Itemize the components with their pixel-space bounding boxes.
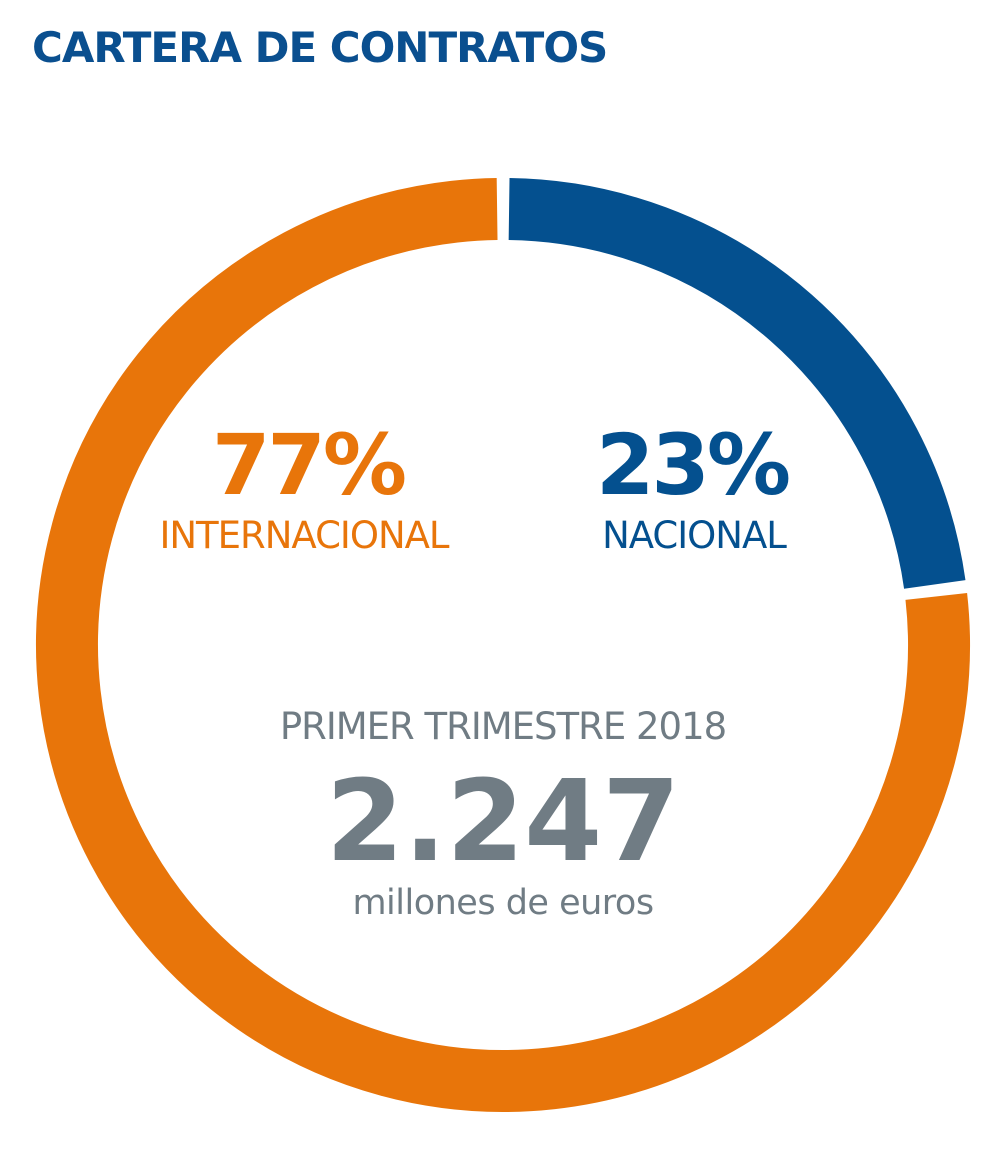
slice-nacional xyxy=(35,177,970,1112)
total-value: 2.247 xyxy=(326,757,680,887)
chart-title: CARTERA DE CONTRATOS xyxy=(32,23,608,72)
donut-slices xyxy=(35,177,970,1112)
period-label: PRIMER TRIMESTRE 2018 xyxy=(280,705,726,748)
nacional-percent: 23% xyxy=(596,416,789,514)
internacional-percent: 77% xyxy=(212,416,405,514)
internacional-label: INTERNACIONAL xyxy=(159,514,449,557)
slice-internacional xyxy=(36,178,970,1112)
total-unit: millones de euros xyxy=(352,883,653,923)
nacional-label: NACIONAL xyxy=(602,514,787,557)
